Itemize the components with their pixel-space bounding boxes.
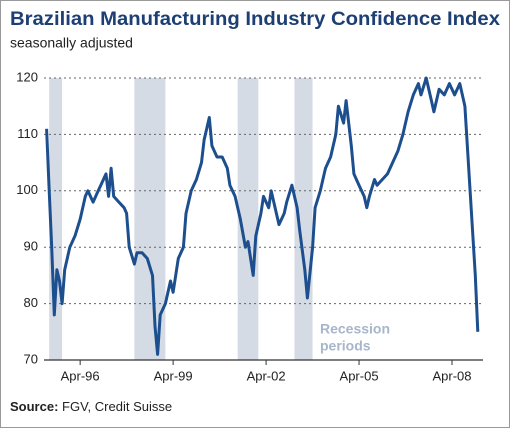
x-tick-label: Apr-99	[154, 368, 193, 383]
x-tick-label: Apr-02	[247, 368, 286, 383]
y-tick-label: 90	[24, 239, 38, 254]
y-tick-label: 70	[24, 351, 38, 366]
x-tick-label: Apr-05	[340, 368, 379, 383]
y-tick-label: 120	[16, 69, 38, 84]
source-text: FGV, Credit Suisse	[62, 399, 172, 414]
annotation: periods	[320, 338, 371, 354]
annotation: Recession	[320, 321, 390, 337]
recession-band	[237, 78, 259, 360]
data-line	[45, 76, 480, 356]
y-tick-label: 80	[24, 295, 38, 310]
x-tick-label: Apr-08	[432, 368, 471, 383]
y-tick-label: 110	[17, 126, 38, 141]
source-label: Source:	[10, 399, 58, 414]
x-tick-label: Apr-96	[61, 368, 100, 383]
chart-title: Brazilian Manufacturing Industry Confide…	[10, 9, 500, 30]
source: Source: FGV, Credit Suisse	[10, 399, 172, 414]
chart-subtitle: seasonally adjusted	[10, 35, 133, 51]
y-tick-label: 100	[16, 182, 38, 197]
